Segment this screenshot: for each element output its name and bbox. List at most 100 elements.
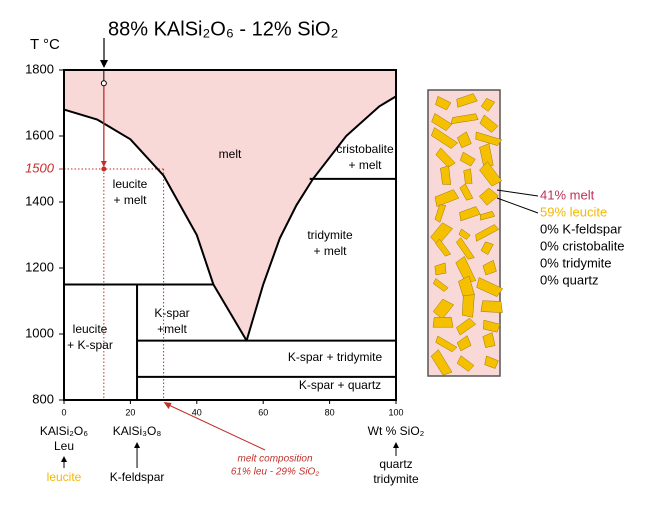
- melt-field: [64, 70, 396, 341]
- highlight-tick-label: 1500: [25, 160, 55, 175]
- pointer: [496, 189, 539, 197]
- crystal: [455, 237, 475, 260]
- region-label: melt: [219, 147, 242, 161]
- endmember-label: leucite: [47, 470, 82, 484]
- crystal: [479, 114, 499, 133]
- crystal: [479, 161, 503, 187]
- endmember-arrow-head: [61, 456, 67, 462]
- crystal: [434, 204, 447, 223]
- endmember-label: Leu: [54, 439, 74, 453]
- crystal: [450, 113, 479, 125]
- endmember-arrow-head: [134, 442, 141, 448]
- y-tick-label: 1000: [25, 325, 54, 340]
- phase-percent: 0% K-feldspar: [540, 221, 622, 236]
- x-tick-label: 0: [61, 407, 66, 417]
- crystal: [479, 211, 496, 221]
- crystal: [463, 168, 473, 184]
- annotation-arrow: [166, 403, 266, 451]
- crystal: [430, 127, 459, 149]
- annotation-arrow-head: [163, 402, 172, 409]
- region-label: + melt: [313, 244, 347, 258]
- crystal: [483, 319, 501, 333]
- crystal: [480, 241, 494, 255]
- start-point: [100, 80, 107, 87]
- crystal: [434, 262, 447, 276]
- region-label: K-spar + tridymite: [288, 350, 383, 364]
- crystal: [430, 222, 453, 246]
- x-tick-label: 60: [258, 407, 268, 417]
- crystal: [484, 355, 499, 369]
- phase-boundary: [212, 283, 248, 342]
- crystal: [432, 278, 449, 292]
- cooling-arrow-head: [100, 161, 107, 167]
- crystal: [478, 187, 499, 206]
- region-label: K-spar + quartz: [299, 378, 381, 392]
- endmember-label: KAlSi₂O₆: [40, 424, 88, 438]
- crystal: [431, 113, 453, 132]
- y-tick-label: 1800: [25, 61, 54, 76]
- crystal: [432, 316, 454, 328]
- phase-percent: 0% quartz: [540, 272, 599, 287]
- region-label: leucite: [113, 177, 148, 191]
- crystal: [461, 294, 475, 318]
- endmember-label: KAlSi₃O₈: [113, 424, 162, 438]
- x-tick-label: 40: [192, 407, 202, 417]
- endmember-label: quartz: [379, 457, 412, 471]
- crystal: [435, 335, 458, 353]
- crystal: [476, 277, 504, 297]
- region-label: + K-spar: [67, 338, 113, 352]
- region-label: + melt: [348, 158, 382, 172]
- crystal: [459, 206, 481, 222]
- x-tick-label: 100: [388, 407, 403, 417]
- chart-title: 88% KAlSi₂O₆ - 12% SiO₂: [108, 18, 338, 40]
- crystal: [440, 165, 452, 185]
- annotation: melt composition: [237, 454, 312, 465]
- crystal: [434, 189, 460, 207]
- region-label: +melt: [157, 322, 187, 336]
- y-tick-label: 1400: [25, 193, 54, 208]
- crystal: [482, 332, 496, 348]
- endmember-label: tridymite: [373, 472, 419, 486]
- endmember-label: K-feldspar: [110, 470, 165, 484]
- phase-percent: 0% tridymite: [540, 255, 612, 270]
- y-tick-label: 1200: [25, 259, 54, 274]
- plot-frame: [63, 69, 397, 401]
- crystal: [458, 228, 471, 240]
- region-label: + melt: [113, 193, 147, 207]
- phase-percent: 41% melt: [540, 187, 595, 202]
- phase-percent: 0% cristobalite: [540, 238, 625, 253]
- phase-percent: 59% leucite: [540, 204, 607, 219]
- region-label: cristobalite: [336, 142, 394, 156]
- region-label: leucite: [73, 322, 108, 336]
- crystal: [480, 97, 496, 112]
- phase-boundary: [245, 95, 397, 341]
- y-axis-label: T °C: [30, 36, 60, 53]
- crystal: [482, 259, 497, 276]
- endmember-arrow-head: [393, 442, 399, 448]
- y-tick-label: 800: [32, 391, 54, 406]
- crystal: [456, 355, 475, 372]
- crystal: [480, 300, 503, 313]
- x-tick-label: 80: [325, 407, 335, 417]
- crystal: [475, 131, 503, 146]
- region-label: tridymite: [307, 228, 353, 242]
- crystal: [475, 224, 500, 242]
- title-arrow-head: [100, 60, 108, 68]
- phase-boundary: [63, 108, 215, 285]
- x-tick-label: 20: [125, 407, 135, 417]
- crystal: [456, 335, 472, 352]
- y-tick-label: 1600: [25, 127, 54, 142]
- annotation: 61% leu - 29% SiO₂: [231, 467, 319, 478]
- crystal: [456, 131, 472, 149]
- crystal: [459, 151, 476, 167]
- melt-point: [101, 166, 107, 172]
- crystal: [456, 93, 478, 108]
- crystal: [430, 349, 453, 376]
- region-label: K-spar: [154, 306, 189, 320]
- crystal: [432, 298, 455, 320]
- crystal: [459, 183, 474, 201]
- crystal: [456, 317, 477, 336]
- crystal: [435, 238, 452, 257]
- pointer: [496, 197, 539, 214]
